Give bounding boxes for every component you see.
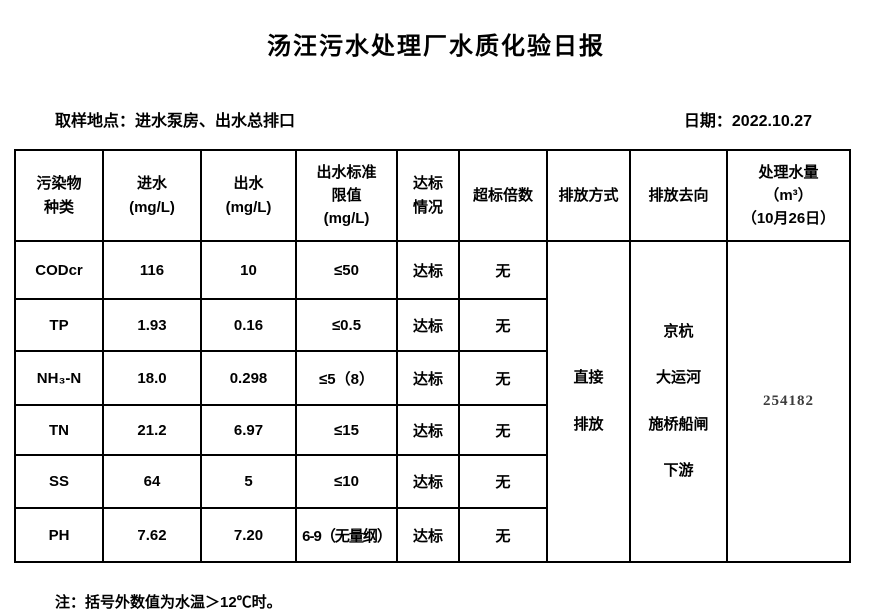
table-row: NH₃-N 18.0 0.298 ≤5（8） 达标 无 <box>14 350 850 406</box>
status-cell: 达标 <box>396 240 460 300</box>
status-cell: 达标 <box>396 298 460 352</box>
inlet-value-cell: 116 <box>102 240 202 300</box>
limit-value-cell: 6-9（无量纲） <box>295 507 398 563</box>
status-cell: 达标 <box>396 507 460 563</box>
header-compliance-status: 达标 情况 <box>396 149 460 242</box>
status-cell: 达标 <box>396 350 460 406</box>
status-cell: 达标 <box>396 454 460 509</box>
table-row: SS 64 5 ≤10 达标 无 <box>14 454 850 509</box>
limit-value-cell: ≤10 <box>295 454 398 509</box>
header-discharge-destination: 排放去向 <box>629 149 728 242</box>
table-row: TN 21.2 6.97 ≤15 达标 无 <box>14 404 850 456</box>
pollutant-cell: CODcr <box>14 240 104 300</box>
limit-value-cell: ≤15 <box>295 404 398 456</box>
status-cell: 达标 <box>396 404 460 456</box>
header-pollutant-type: 污染物 种类 <box>14 149 104 242</box>
inlet-value-cell: 1.93 <box>102 298 202 352</box>
header-treated-water-volume: 处理水量 （m³） （10月26日） <box>726 149 851 242</box>
sampling-location-label: 取样地点：进水泵房、出水总排口 <box>55 113 296 130</box>
treated-volume-cell: 254182 <box>726 240 851 563</box>
inlet-value-cell: 21.2 <box>102 404 202 456</box>
inlet-value-cell: 18.0 <box>102 350 202 406</box>
inlet-value-cell: 7.62 <box>102 507 202 563</box>
outlet-value-cell: 5 <box>200 454 297 509</box>
exceed-cell: 无 <box>458 298 548 352</box>
outlet-value-cell: 6.97 <box>200 404 297 456</box>
pollutant-cell: SS <box>14 454 104 509</box>
table-row: TP 1.93 0.16 ≤0.5 达标 无 <box>14 298 850 352</box>
outlet-value-cell: 7.20 <box>200 507 297 563</box>
exceed-cell: 无 <box>458 454 548 509</box>
footnote: 注：括号外数值为水温＞12℃时。 <box>55 594 282 611</box>
exceed-cell: 无 <box>458 507 548 563</box>
table-row: CODcr 116 10 ≤50 达标 无 直接 排放 京杭 大运河 施桥船闸 … <box>14 240 851 563</box>
report-date-label: 日期：2022.10.27 <box>683 113 812 130</box>
discharge-method-cell: 直接 排放 <box>546 240 631 563</box>
exceed-cell: 无 <box>458 350 548 406</box>
table-row: PH 7.62 7.20 6-9（无量纲） 达标 无 <box>14 507 850 563</box>
header-exceedance-multiple: 超标倍数 <box>458 149 548 242</box>
discharge-destination-cell: 京杭 大运河 施桥船闸 下游 <box>629 240 728 563</box>
outlet-value-cell: 0.298 <box>200 350 297 406</box>
pollutant-cell: NH₃-N <box>14 350 104 406</box>
limit-value-cell: ≤5（8） <box>295 350 398 406</box>
header-outlet-standard-limit: 出水标准 限值 (mg/L) <box>295 149 398 242</box>
table-header-row: 污染物 种类 进水 (mg/L) 出水 (mg/L) 出水标准 限值 (mg/L… <box>14 149 851 242</box>
pollutant-cell: TP <box>14 298 104 352</box>
outlet-value-cell: 0.16 <box>200 298 297 352</box>
water-quality-table: 污染物 种类 进水 (mg/L) 出水 (mg/L) 出水标准 限值 (mg/L… <box>14 149 851 563</box>
outlet-value-cell: 10 <box>200 240 297 300</box>
exceed-cell: 无 <box>458 404 548 456</box>
pollutant-cell: PH <box>14 507 104 563</box>
page-title: 汤汪污水处理厂水质化验日报 <box>267 33 605 60</box>
exceed-cell: 无 <box>458 240 548 300</box>
inlet-value-cell: 64 <box>102 454 202 509</box>
header-inlet: 进水 (mg/L) <box>102 149 202 242</box>
header-discharge-method: 排放方式 <box>546 149 631 242</box>
limit-value-cell: ≤0.5 <box>295 298 398 352</box>
header-outlet: 出水 (mg/L) <box>200 149 297 242</box>
meta-row: 取样地点：进水泵房、出水总排口 日期：2022.10.27 <box>0 107 872 131</box>
limit-value-cell: ≤50 <box>295 240 398 300</box>
pollutant-cell: TN <box>14 404 104 456</box>
